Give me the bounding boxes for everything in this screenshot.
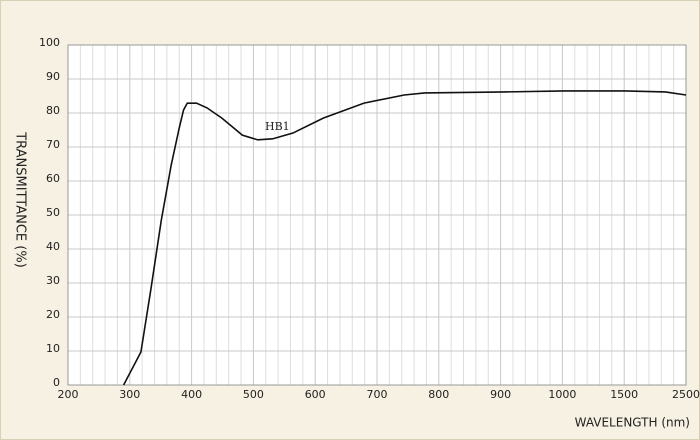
x-tick-label: 700	[367, 388, 388, 401]
x-tick-label: 600	[305, 388, 326, 401]
y-tick-label: 60	[46, 172, 60, 185]
y-tick-label: 70	[46, 138, 60, 151]
y-tick-label: 100	[39, 36, 60, 49]
y-tick-label: 30	[46, 274, 60, 287]
x-tick-label: 2500	[672, 388, 700, 401]
x-tick-label: 500	[243, 388, 264, 401]
x-tick-label: 1000	[548, 388, 576, 401]
y-tick-label: 20	[46, 308, 60, 321]
x-axis-label: WAVELENGTH (nm)	[575, 416, 690, 430]
plot-border	[67, 44, 687, 386]
annotation: HB1	[265, 120, 290, 133]
y-tick-label: 40	[46, 240, 60, 253]
x-tick-label: 200	[58, 388, 79, 401]
x-tick-label: 400	[181, 388, 202, 401]
y-tick-label: 0	[53, 376, 60, 389]
x-tick-label: 300	[119, 388, 140, 401]
x-tick-label: 800	[428, 388, 449, 401]
y-tick-label: 50	[46, 206, 60, 219]
line	[122, 90, 687, 386]
y-axis-label: TRANSMITTANCE (%)	[13, 131, 28, 268]
x-tick-label: 1500	[610, 388, 638, 401]
x-tick-label: 900	[490, 388, 511, 401]
y-tick-label: 90	[46, 70, 60, 83]
y-tick-label: 10	[46, 342, 60, 355]
y-tick-label: 80	[46, 104, 60, 117]
